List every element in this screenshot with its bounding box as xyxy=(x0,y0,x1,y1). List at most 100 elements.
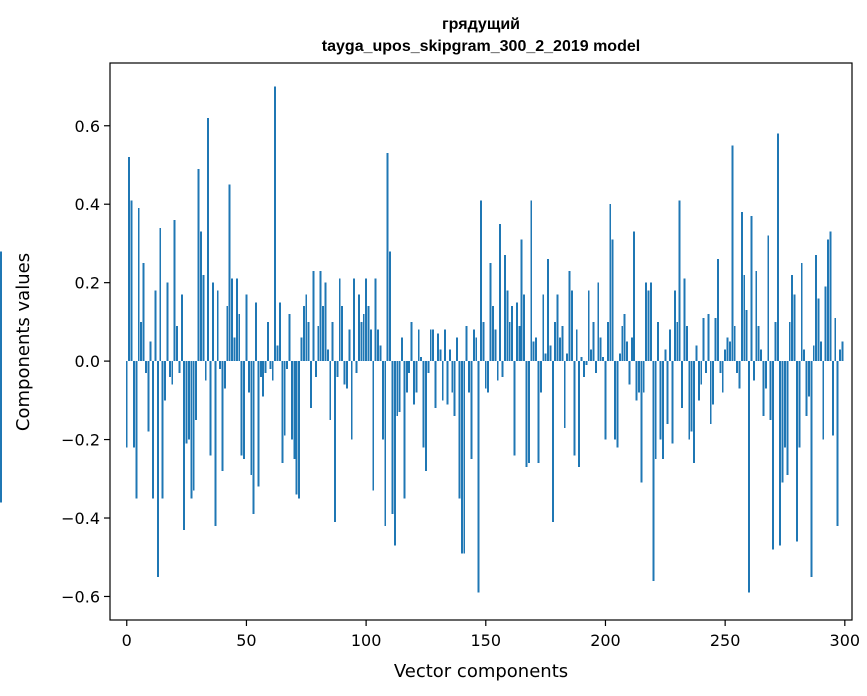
bar xyxy=(295,361,298,495)
bar xyxy=(166,282,169,362)
bar xyxy=(130,200,133,362)
bar xyxy=(537,361,540,464)
bar xyxy=(185,361,188,444)
bar xyxy=(283,361,286,436)
bar xyxy=(791,274,794,362)
bar xyxy=(824,286,827,362)
bar xyxy=(633,231,636,362)
bar xyxy=(764,361,767,389)
bar xyxy=(238,314,241,362)
bar xyxy=(336,361,339,377)
bar xyxy=(551,361,554,522)
bar xyxy=(762,361,765,417)
bar xyxy=(429,329,432,362)
bar xyxy=(793,294,796,362)
bar xyxy=(582,361,585,377)
bar xyxy=(298,361,301,499)
bar xyxy=(503,255,506,362)
bar xyxy=(147,361,150,432)
bar xyxy=(226,306,229,362)
bar xyxy=(386,153,389,362)
bar xyxy=(788,321,791,362)
bar xyxy=(733,325,736,362)
bar xyxy=(707,314,710,362)
bar xyxy=(475,337,478,362)
bar xyxy=(494,329,497,362)
bar xyxy=(173,219,176,362)
bar xyxy=(480,200,482,362)
bar xyxy=(621,325,624,362)
bar xyxy=(132,361,135,448)
bar xyxy=(322,306,324,362)
bar xyxy=(769,361,772,420)
bar xyxy=(609,204,612,362)
bar xyxy=(228,184,231,362)
bar xyxy=(360,321,363,362)
bar xyxy=(614,361,616,440)
bar xyxy=(401,337,403,362)
bar xyxy=(362,314,365,362)
bar xyxy=(800,263,803,362)
bar xyxy=(164,361,166,401)
bar xyxy=(647,290,650,362)
bar xyxy=(685,325,688,362)
bar xyxy=(436,333,439,362)
bar xyxy=(659,361,662,440)
bar xyxy=(695,345,698,362)
bar xyxy=(128,157,131,362)
bar xyxy=(350,361,353,440)
bar xyxy=(484,361,487,389)
bar xyxy=(458,361,461,499)
bar xyxy=(195,361,198,420)
x-tick-label: 100 xyxy=(351,631,382,650)
bar xyxy=(575,329,578,362)
bar xyxy=(245,294,248,362)
bar xyxy=(678,200,681,362)
bar xyxy=(137,208,140,362)
bar xyxy=(834,317,837,362)
bar xyxy=(207,117,210,362)
bar xyxy=(839,349,841,362)
bar xyxy=(341,306,344,362)
bar xyxy=(743,274,746,362)
bar xyxy=(451,361,454,393)
bar xyxy=(618,353,621,362)
bar xyxy=(159,227,162,362)
bar xyxy=(544,353,547,362)
bar xyxy=(424,361,427,471)
bar xyxy=(334,361,336,522)
bar xyxy=(470,361,473,460)
bar xyxy=(709,361,712,424)
bar xyxy=(183,361,186,530)
bar xyxy=(501,361,504,377)
bar xyxy=(456,337,459,362)
bar xyxy=(214,361,217,526)
bar xyxy=(216,290,219,362)
bar xyxy=(448,349,451,362)
bar xyxy=(219,361,222,369)
bar xyxy=(271,361,274,381)
bar xyxy=(750,215,753,362)
bar xyxy=(156,361,159,577)
bar xyxy=(604,361,607,440)
bar xyxy=(740,212,743,362)
bar xyxy=(592,321,595,362)
bar xyxy=(506,290,509,362)
bar xyxy=(305,294,308,362)
bar xyxy=(331,321,334,362)
bar xyxy=(149,341,152,362)
bar xyxy=(286,361,289,369)
bar xyxy=(446,361,449,405)
bar xyxy=(556,294,559,362)
bar xyxy=(745,310,748,362)
bar xyxy=(329,361,332,420)
y-axis-ticks: −0.6 −0.4 −0.2 0.0 0.2 0.4 0.6 xyxy=(61,117,110,606)
bar xyxy=(178,361,181,373)
bar xyxy=(654,361,657,460)
bar xyxy=(623,314,626,362)
bar xyxy=(343,361,346,385)
bar xyxy=(314,361,317,377)
bar xyxy=(539,361,542,393)
bar xyxy=(652,361,655,581)
